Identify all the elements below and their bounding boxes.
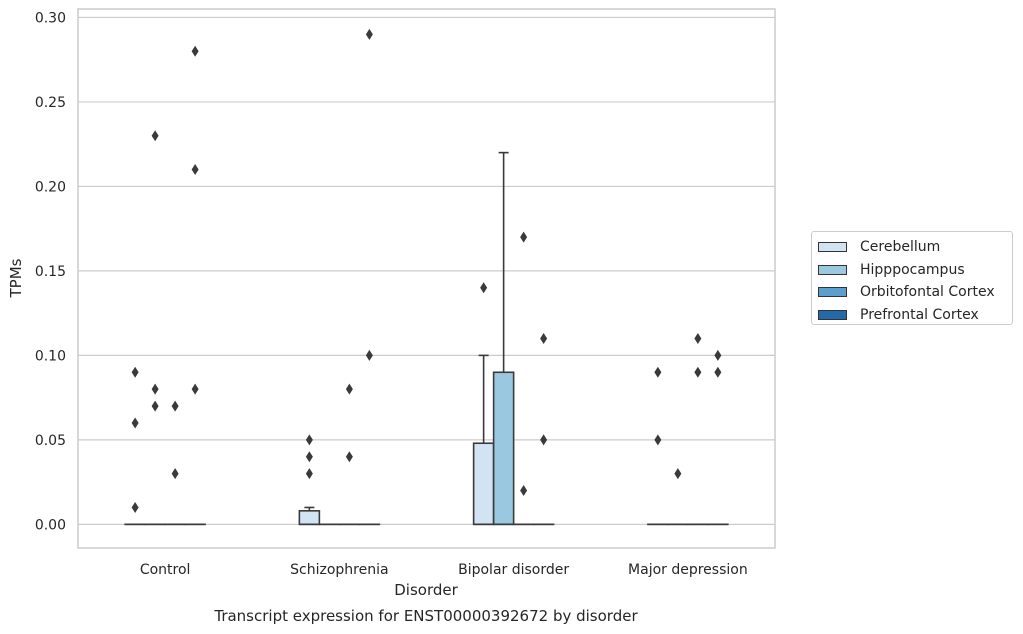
x-tick-labels: Control Schizophrenia Bipolar disorder Majo…	[140, 562, 748, 578]
legend-item: Orbitofontal Cortex	[818, 281, 1012, 304]
box-3-1	[358, 28, 381, 526]
legend-swatch	[818, 309, 847, 320]
flier-point	[345, 383, 353, 395]
x-tick-label: Major depression	[628, 562, 748, 578]
legend-item: Hipppocampus	[818, 259, 1012, 282]
y-tick-label: 0.25	[35, 95, 66, 111]
legend-swatch	[818, 264, 847, 275]
chart-title: Transcript expression for ENST0000039267…	[213, 607, 638, 625]
legend-label: Orbitofontal Cortex	[860, 284, 995, 301]
x-axis-label: Disorder	[394, 581, 458, 599]
flier-point	[520, 231, 528, 243]
flier-point	[365, 349, 373, 361]
box	[472, 442, 495, 526]
flier-point	[151, 383, 159, 395]
flier-point	[520, 485, 528, 497]
flier-point	[151, 130, 159, 142]
y-tick-label: 0.10	[35, 348, 66, 364]
y-tick-label: 0.30	[35, 10, 66, 26]
box-2-3	[687, 332, 709, 526]
plot-frame	[77, 8, 776, 549]
box-3-0	[184, 45, 206, 526]
y-tick-label: 0.00	[35, 517, 66, 533]
box-plots	[124, 28, 729, 526]
box	[492, 371, 515, 526]
flier-point	[654, 434, 662, 446]
flier-point	[131, 417, 139, 429]
legend-label: Prefrontal Cortex	[860, 306, 979, 323]
flier-point	[305, 468, 313, 480]
flier-point	[714, 349, 722, 361]
box-0-0	[124, 366, 146, 526]
flier-point	[305, 451, 313, 463]
box-0-3	[647, 366, 669, 526]
flier-point	[305, 434, 313, 446]
legend-swatch	[818, 242, 847, 253]
flier-point	[131, 501, 139, 513]
y-tick-label: 0.20	[35, 179, 66, 195]
legend-item: Prefrontal Cortex	[818, 304, 1012, 327]
flier-point	[151, 400, 159, 412]
y-axis-label: TPMs	[7, 258, 25, 298]
flier-point	[131, 366, 139, 378]
box	[298, 510, 321, 526]
legend-item: Cerebellum	[818, 236, 1012, 259]
y-tick-labels: 0.00 0.05 0.10 0.15 0.20 0.25 0.30	[35, 10, 66, 533]
flier-point	[345, 451, 353, 463]
legend-label: Cerebellum	[860, 239, 941, 256]
y-tick-label: 0.15	[35, 264, 66, 280]
box-1-3	[667, 468, 689, 526]
flier-point	[191, 383, 199, 395]
grid-lines	[78, 16, 775, 525]
x-tick-label: Bipolar disorder	[458, 562, 569, 578]
flier-point	[191, 164, 199, 176]
x-tick-label: Schizophrenia	[290, 562, 388, 578]
box-1-0	[144, 130, 166, 526]
flier-point	[540, 434, 548, 446]
legend-swatch	[818, 287, 847, 298]
box-1-2	[492, 151, 515, 526]
flier-point	[674, 468, 682, 480]
flier-point	[694, 332, 702, 344]
flier-point	[714, 366, 722, 378]
flier-point	[171, 468, 179, 480]
box-2-1	[338, 383, 361, 526]
flier-point	[694, 366, 702, 378]
flier-point	[191, 45, 199, 57]
box-3-3	[707, 349, 729, 526]
flier-point	[654, 366, 662, 378]
box-0-2	[472, 282, 495, 526]
flier-point	[540, 332, 548, 344]
box-0-1	[298, 434, 321, 526]
flier-point	[480, 282, 488, 294]
box-2-0	[164, 400, 186, 526]
legend: Cerebellum Hipppocampus Orbitofontal Corte…	[811, 231, 1013, 325]
legend-label: Hipppocampus	[860, 261, 965, 278]
flier-point	[365, 28, 373, 40]
box-3-2	[532, 332, 555, 526]
box-2-2	[512, 231, 535, 526]
x-tick-label: Control	[140, 562, 191, 578]
flier-point	[171, 400, 179, 412]
y-tick-label: 0.05	[35, 433, 66, 449]
